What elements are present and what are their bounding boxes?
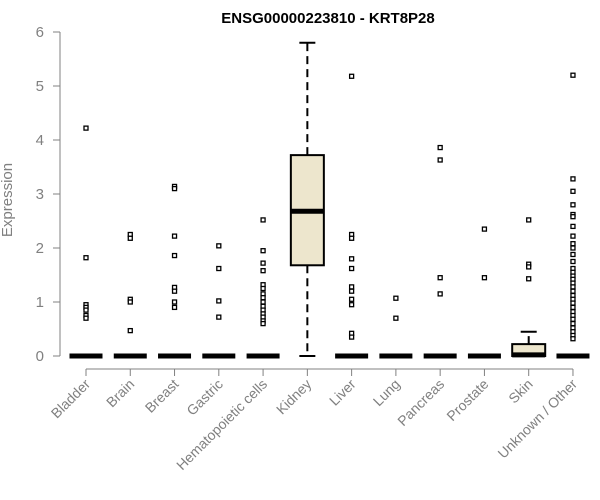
outlier-point bbox=[437, 144, 443, 151]
box-gastric bbox=[202, 243, 236, 359]
box-prostate bbox=[467, 226, 501, 359]
box-skin bbox=[511, 217, 547, 358]
outlier-point bbox=[570, 284, 576, 290]
outlier-point bbox=[570, 251, 576, 258]
x-tick-label: Liver bbox=[326, 376, 359, 409]
outlier-point bbox=[570, 304, 576, 311]
box-liver bbox=[335, 73, 369, 359]
outlier-point bbox=[260, 295, 266, 301]
outlier-point bbox=[481, 275, 488, 281]
outlier-point bbox=[393, 295, 399, 301]
outlier-point bbox=[570, 188, 576, 194]
outlier-point bbox=[437, 157, 443, 163]
y-tick-label: 0 bbox=[36, 348, 44, 365]
outlier-point bbox=[348, 288, 355, 294]
y-tick-label: 6 bbox=[36, 24, 44, 41]
outlier-point bbox=[127, 327, 133, 334]
outlier-point bbox=[570, 233, 576, 239]
outlier-point bbox=[127, 299, 133, 305]
box-kidney bbox=[289, 41, 325, 357]
outlier-point bbox=[216, 314, 222, 320]
outlier-point bbox=[171, 288, 178, 294]
outlier-point bbox=[526, 217, 532, 223]
box-unknown-other bbox=[556, 72, 590, 359]
outlier-point bbox=[348, 284, 355, 290]
x-tick-label: Skin bbox=[505, 376, 536, 407]
outlier-point bbox=[570, 300, 576, 306]
outlier-point bbox=[260, 268, 266, 274]
outlier-point bbox=[83, 125, 89, 131]
x-tick-label: Breast bbox=[142, 376, 182, 416]
outlier-point bbox=[570, 223, 576, 230]
chart-title: ENSG00000223810 - KRT8P28 bbox=[221, 10, 434, 27]
outlier-point bbox=[83, 307, 89, 313]
outlier-point bbox=[570, 241, 576, 247]
outlier-point bbox=[437, 275, 443, 281]
outlier-point bbox=[348, 265, 355, 272]
outlier-point bbox=[171, 299, 178, 305]
outlier-point bbox=[570, 214, 576, 220]
box-pancreas bbox=[423, 144, 457, 359]
outlier-point bbox=[171, 304, 178, 311]
outlier-point bbox=[348, 302, 355, 308]
y-axis-label: Expression bbox=[0, 163, 16, 237]
outlier-point bbox=[83, 315, 89, 321]
outlier-point bbox=[348, 296, 355, 302]
outlier-point bbox=[526, 264, 532, 270]
outlier-point bbox=[481, 226, 488, 232]
x-tick-label: Lung bbox=[370, 376, 403, 409]
outlier-point bbox=[127, 235, 133, 241]
outlier-point bbox=[260, 320, 266, 327]
y-tick-label: 3 bbox=[36, 186, 44, 203]
outlier-point bbox=[348, 73, 355, 79]
outlier-point bbox=[437, 291, 443, 297]
outlier-point bbox=[570, 72, 576, 78]
outlier-point bbox=[216, 243, 222, 249]
outlier-point bbox=[570, 245, 576, 251]
outlier-point bbox=[570, 176, 576, 182]
outlier-point bbox=[171, 185, 178, 192]
outlier-point bbox=[570, 258, 576, 265]
x-tick-label: Gastric bbox=[183, 376, 226, 419]
outlier-point bbox=[570, 288, 576, 294]
outlier-point bbox=[260, 299, 266, 305]
y-tick-label: 2 bbox=[36, 240, 44, 257]
outlier-point bbox=[348, 235, 355, 241]
x-tick-label: Prostate bbox=[443, 376, 491, 424]
x-tick-label: Pancreas bbox=[394, 376, 447, 429]
x-tick-label: Unknown / Other bbox=[494, 376, 580, 462]
x-tick-label: Kidney bbox=[273, 376, 315, 418]
outlier-point bbox=[216, 265, 222, 272]
box-brain bbox=[113, 231, 147, 359]
y-axis: 0 1 2 3 4 5 6 bbox=[36, 24, 61, 365]
y-tick-label: 1 bbox=[36, 294, 44, 311]
outlier-point bbox=[216, 298, 222, 304]
outlier-point bbox=[570, 336, 576, 342]
outlier-point bbox=[570, 316, 576, 322]
box-hematopoietic-cells bbox=[246, 217, 280, 359]
box-lung bbox=[379, 295, 413, 359]
outlier-point bbox=[570, 202, 576, 208]
y-tick-label: 5 bbox=[36, 78, 44, 95]
outlier-point bbox=[260, 217, 266, 223]
outlier-point bbox=[83, 255, 89, 261]
outlier-point bbox=[526, 276, 532, 282]
box-bladder bbox=[69, 125, 103, 359]
x-tick-label: Brain bbox=[103, 376, 137, 410]
outlier-point bbox=[393, 315, 399, 321]
outlier-point bbox=[348, 256, 355, 262]
x-tick-label: Bladder bbox=[48, 376, 94, 422]
outlier-point bbox=[260, 285, 266, 292]
outlier-point bbox=[348, 334, 355, 340]
boxes-group bbox=[69, 41, 590, 359]
outlier-point bbox=[260, 260, 266, 266]
outlier-point bbox=[171, 252, 178, 259]
y-tick-label: 4 bbox=[36, 132, 44, 149]
outlier-point bbox=[260, 248, 266, 254]
outlier-point bbox=[570, 320, 576, 327]
box-breast bbox=[158, 183, 192, 359]
outlier-point bbox=[171, 233, 178, 239]
